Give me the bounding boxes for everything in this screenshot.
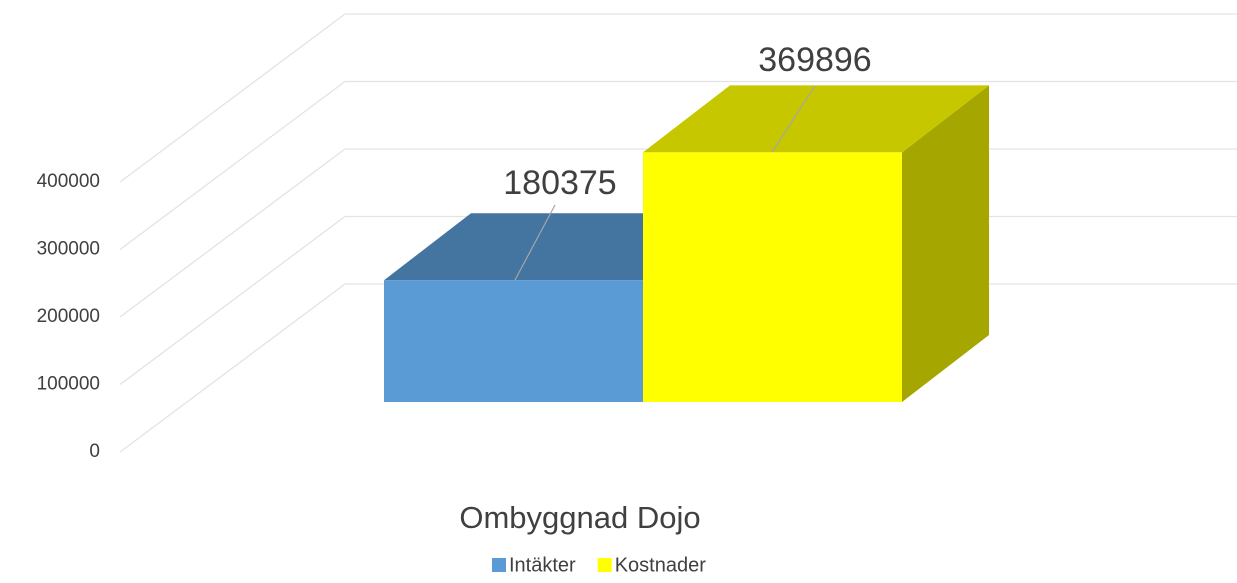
y-tick-label: 400000	[37, 171, 100, 192]
data-label: 369896	[758, 41, 871, 79]
data-label: 180375	[503, 164, 616, 202]
bar-front	[384, 280, 643, 402]
category-label: Ombyggnad Dojo	[459, 500, 700, 535]
bar-front	[643, 152, 902, 402]
leader-line	[771, 85, 816, 153]
legend-swatch	[492, 558, 506, 572]
legend: Intäkter Kostnader	[492, 554, 706, 576]
grid-line	[119, 80, 1237, 251]
bar	[643, 85, 989, 403]
leader-line	[514, 204, 556, 281]
bar-top	[643, 85, 989, 153]
y-tick-label: 100000	[37, 374, 100, 395]
y-tick-label: 300000	[37, 239, 100, 260]
legend-label: Kostnader	[615, 554, 707, 576]
bar-side	[902, 85, 989, 403]
legend-label: Intäkter	[509, 554, 576, 576]
y-tick-label: 200000	[37, 306, 100, 327]
grid-line	[119, 13, 1237, 183]
y-tick-label: 0	[89, 441, 100, 462]
bars: 180375 369896	[384, 41, 989, 403]
legend-swatch	[597, 558, 612, 572]
